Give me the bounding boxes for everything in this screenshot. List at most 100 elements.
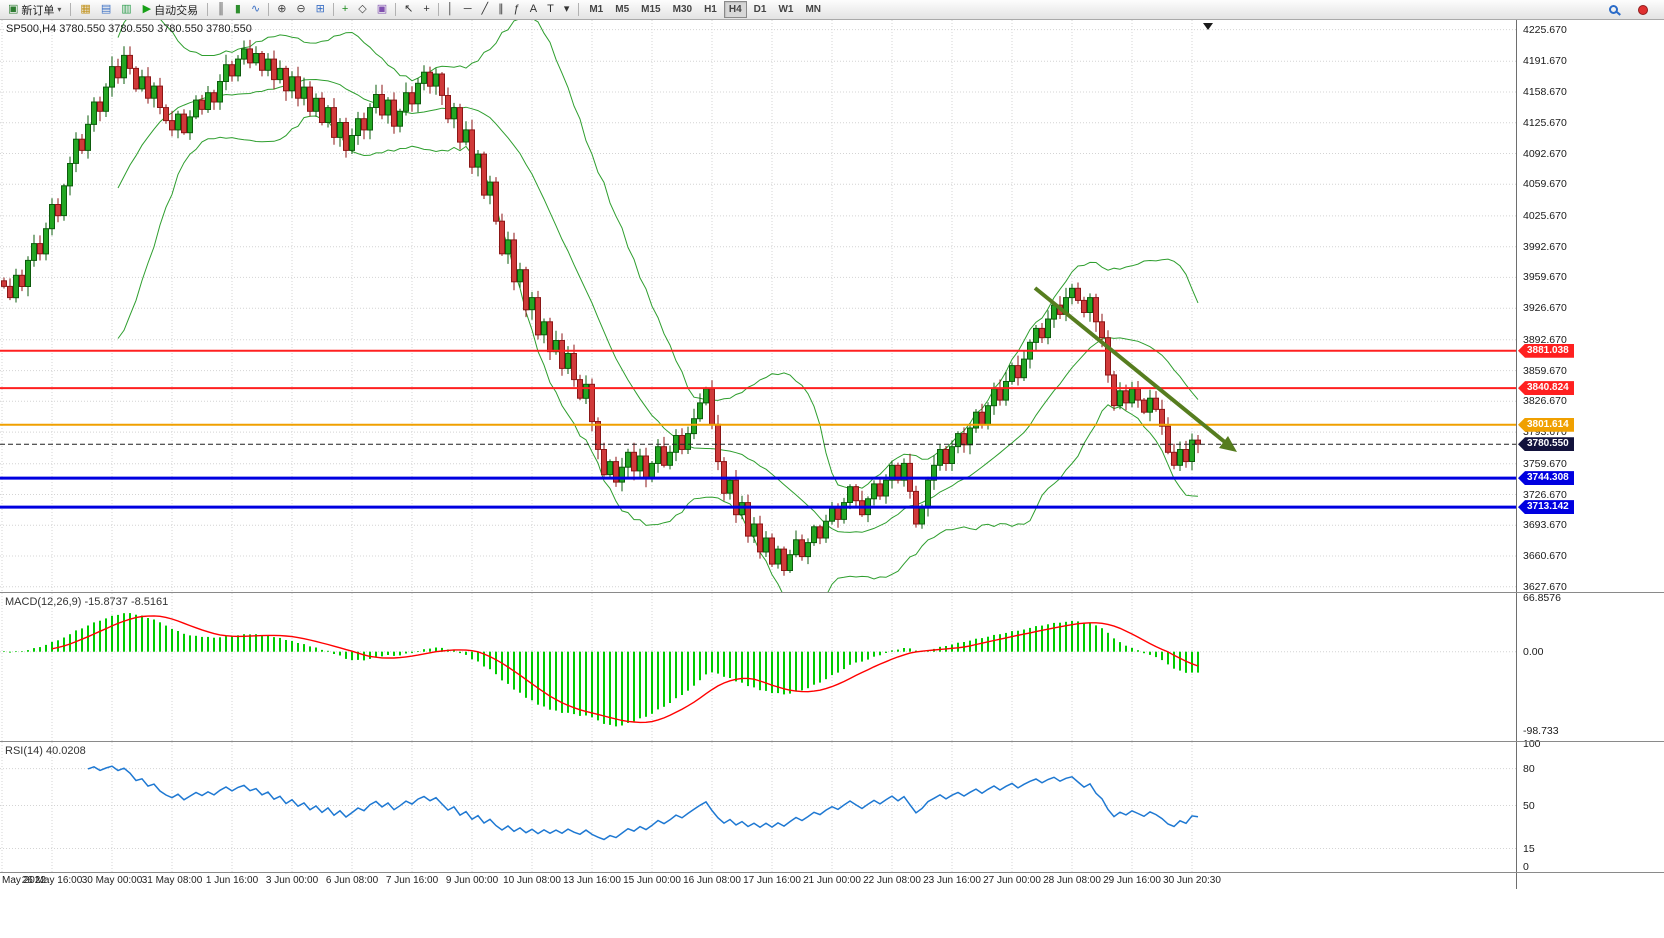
- rsi-name: RSI(14): [5, 745, 43, 757]
- timeframe-m1-button[interactable]: M1: [589, 4, 604, 15]
- price-axis-label: 4225.670: [1523, 23, 1567, 36]
- rsi-axis-label: 50: [1523, 799, 1535, 812]
- time-axis[interactable]: May 2022 26 May 16:00 30 May 00:00 31 May 0…: [0, 873, 1516, 889]
- equidistant-channel-button[interactable]: ∥: [493, 1, 509, 18]
- rsi-axis-label: 100: [1523, 738, 1541, 750]
- arrows-dropdown-icon: ▾: [563, 3, 570, 15]
- text-label-button[interactable]: T: [542, 1, 559, 18]
- timeframe-mn-button[interactable]: MN: [805, 4, 822, 15]
- timeframe-m15-button[interactable]: M15: [641, 4, 661, 15]
- time-axis-label: 17 Jun 16:00: [743, 875, 801, 886]
- timeframe-h4-button[interactable]: H4: [723, 1, 747, 18]
- time-axis-label: 28 Jun 08:00: [1043, 875, 1101, 886]
- macd-chart[interactable]: [0, 593, 1516, 741]
- panel-divider[interactable]: [0, 592, 1664, 593]
- current-price-badge: 3780.550: [1518, 437, 1574, 452]
- macd-label: MACD(12,26,9) -15.8737 -8.5161: [5, 596, 168, 608]
- time-axis-label: 30 Jun 20:30: [1163, 875, 1221, 886]
- time-axis-label: 31 May 08:00: [141, 875, 203, 886]
- vertical-line-icon: │: [446, 3, 454, 15]
- chevron-down-icon: ▾: [57, 5, 62, 14]
- price-axis-label: 4092.670: [1523, 147, 1567, 160]
- zoom-in-icon: ⊕: [277, 3, 287, 15]
- rsi-axis-label: 0: [1523, 861, 1529, 873]
- tile-windows-icon: ⊞: [315, 3, 325, 15]
- rsi-panel[interactable]: RSI(14) 40.0208: [0, 742, 1516, 872]
- price-axis[interactable]: 4225.670 4191.670 4158.670 4125.670 4092.670…: [1516, 20, 1664, 889]
- tile-windows-button[interactable]: ⊞: [311, 1, 330, 18]
- search-icon: [1609, 5, 1618, 14]
- time-axis-label: 23 Jun 16:00: [923, 875, 981, 886]
- line-chart-button[interactable]: ∿: [246, 1, 265, 18]
- cursor-button[interactable]: ↖: [399, 1, 418, 18]
- toolbar: ▣ 新订单 ▾ ▦ ▤ ▥ ▶ 自动交易 ║ ▮ ∿ ⊕ ⊖ ⊞ + ◇ ▣ ↖ + │ ─ ╱ ∥ ƒ A T ▾ M…: [0, 0, 1664, 20]
- navigator-icon: ▥: [121, 3, 132, 15]
- time-axis-label: 21 Jun 00:00: [803, 875, 861, 886]
- toolbar-right-group: [1604, 1, 1653, 18]
- price-axis-label: 3759.670: [1523, 457, 1567, 470]
- ohlc-bars-button[interactable]: ║: [212, 1, 230, 18]
- templates-icon: ▣: [376, 3, 388, 15]
- templates-button[interactable]: ▣: [372, 1, 392, 18]
- auto-trading-button[interactable]: ▶ 自动交易: [138, 1, 203, 18]
- record-button[interactable]: [1633, 1, 1653, 18]
- crosshair-button[interactable]: +: [418, 1, 434, 18]
- macd-panel[interactable]: MACD(12,26,9) -15.8737 -8.5161: [0, 593, 1516, 741]
- main-chart-panel[interactable]: SP500,H4 3780.550 3780.550 3780.550 3780…: [0, 20, 1516, 592]
- time-axis-label: 22 Jun 08:00: [863, 875, 921, 886]
- indicators-add-button[interactable]: +: [337, 1, 353, 18]
- timeframe-m5-button[interactable]: M5: [615, 4, 630, 15]
- ohlc-bars-icon: ║: [217, 3, 225, 15]
- panel-divider[interactable]: [0, 872, 1664, 873]
- horizontal-line-button[interactable]: ─: [459, 1, 477, 18]
- timeframe-h1-button[interactable]: H1: [704, 4, 717, 15]
- zoom-in-button[interactable]: ⊕: [272, 1, 291, 18]
- time-axis-label: 15 Jun 00:00: [623, 875, 681, 886]
- new-order-label: 新订单: [21, 4, 55, 17]
- macd-name: MACD(12,26,9): [5, 596, 82, 608]
- macd-axis-label: 0.00: [1523, 645, 1544, 658]
- market-watch-button[interactable]: ▦: [75, 1, 95, 18]
- candlesticks-button[interactable]: ▮: [230, 1, 246, 18]
- time-axis-label: 6 Jun 08:00: [325, 875, 379, 886]
- arrows-dropdown-button[interactable]: ▾: [559, 1, 575, 18]
- periods-button[interactable]: ◇: [353, 1, 371, 18]
- navigator-button[interactable]: ▥: [116, 1, 136, 18]
- indicators-add-icon: +: [341, 3, 349, 15]
- candlestick-chart[interactable]: [0, 20, 1516, 592]
- timeframe-m30-button[interactable]: M30: [672, 4, 693, 15]
- macd-axis-label: -98.733: [1523, 725, 1559, 737]
- rsi-chart[interactable]: [0, 742, 1516, 872]
- line-chart-icon: ∿: [250, 3, 261, 15]
- fibonacci-button[interactable]: ƒ: [509, 1, 525, 18]
- panel-divider[interactable]: [0, 741, 1664, 742]
- price-axis-label: 4125.670: [1523, 116, 1567, 129]
- price-axis-label: 3959.670: [1523, 271, 1567, 284]
- horizontal-line-icon: ─: [463, 3, 472, 15]
- price-axis-label: 3693.670: [1523, 519, 1567, 532]
- tool-icons-group: ║ ▮ ∿ ⊕ ⊖ ⊞ + ◇ ▣ ↖ + │ ─ ╱ ∥ ƒ A T ▾: [212, 1, 574, 18]
- timeframe-d1-button[interactable]: D1: [753, 4, 767, 15]
- vertical-line-button[interactable]: │: [442, 1, 459, 18]
- time-axis-label: 10 Jun 08:00: [503, 875, 561, 886]
- trendline-button[interactable]: ╱: [476, 1, 493, 18]
- toolbar-separator: [437, 2, 439, 16]
- price-level-badge: 3840.824: [1518, 381, 1574, 396]
- data-window-button[interactable]: ▤: [96, 1, 116, 18]
- zoom-out-button[interactable]: ⊖: [291, 1, 310, 18]
- time-axis-label: 27 Jun 00:00: [983, 875, 1041, 886]
- text-button[interactable]: A: [525, 1, 542, 18]
- text-icon: A: [529, 3, 538, 15]
- new-order-button[interactable]: ▣ 新订单 ▾: [3, 1, 66, 18]
- time-axis-label: 13 Jun 16:00: [563, 875, 621, 886]
- time-axis-label: 1 Jun 16:00: [205, 875, 259, 886]
- time-axis-label: 26 May 16:00: [21, 875, 83, 886]
- toolbar-separator: [578, 3, 580, 16]
- search-button[interactable]: [1604, 1, 1623, 18]
- time-axis-label: 7 Jun 16:00: [385, 875, 439, 886]
- auto-trading-label: 自动交易: [154, 4, 199, 17]
- price-axis-label: 3859.670: [1523, 364, 1567, 377]
- timeframe-w1-button[interactable]: W1: [778, 4, 794, 15]
- price-level-badge: 3744.308: [1518, 471, 1574, 486]
